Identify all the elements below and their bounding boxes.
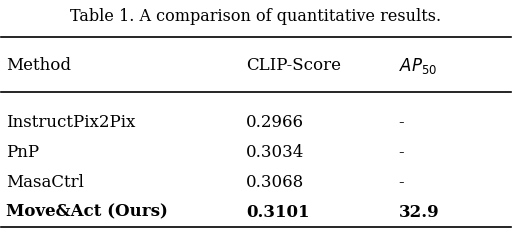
Text: MasaCtrl: MasaCtrl [7, 173, 84, 190]
Text: 0.3034: 0.3034 [246, 143, 304, 161]
Text: $\mathit{AP}_{50}$: $\mathit{AP}_{50}$ [398, 55, 437, 75]
Text: Method: Method [7, 57, 72, 74]
Text: 32.9: 32.9 [398, 203, 439, 220]
Text: Table 1. A comparison of quantitative results.: Table 1. A comparison of quantitative re… [71, 8, 441, 25]
Text: 0.2966: 0.2966 [246, 114, 304, 131]
Text: Move&Act (Ours): Move&Act (Ours) [7, 203, 168, 220]
Text: InstructPix2Pix: InstructPix2Pix [7, 114, 136, 131]
Text: PnP: PnP [7, 143, 39, 161]
Text: 0.3068: 0.3068 [246, 173, 304, 190]
Text: -: - [398, 173, 404, 190]
Text: -: - [398, 114, 404, 131]
Text: 0.3101: 0.3101 [246, 203, 309, 220]
Text: -: - [398, 143, 404, 161]
Text: CLIP-Score: CLIP-Score [246, 57, 341, 74]
